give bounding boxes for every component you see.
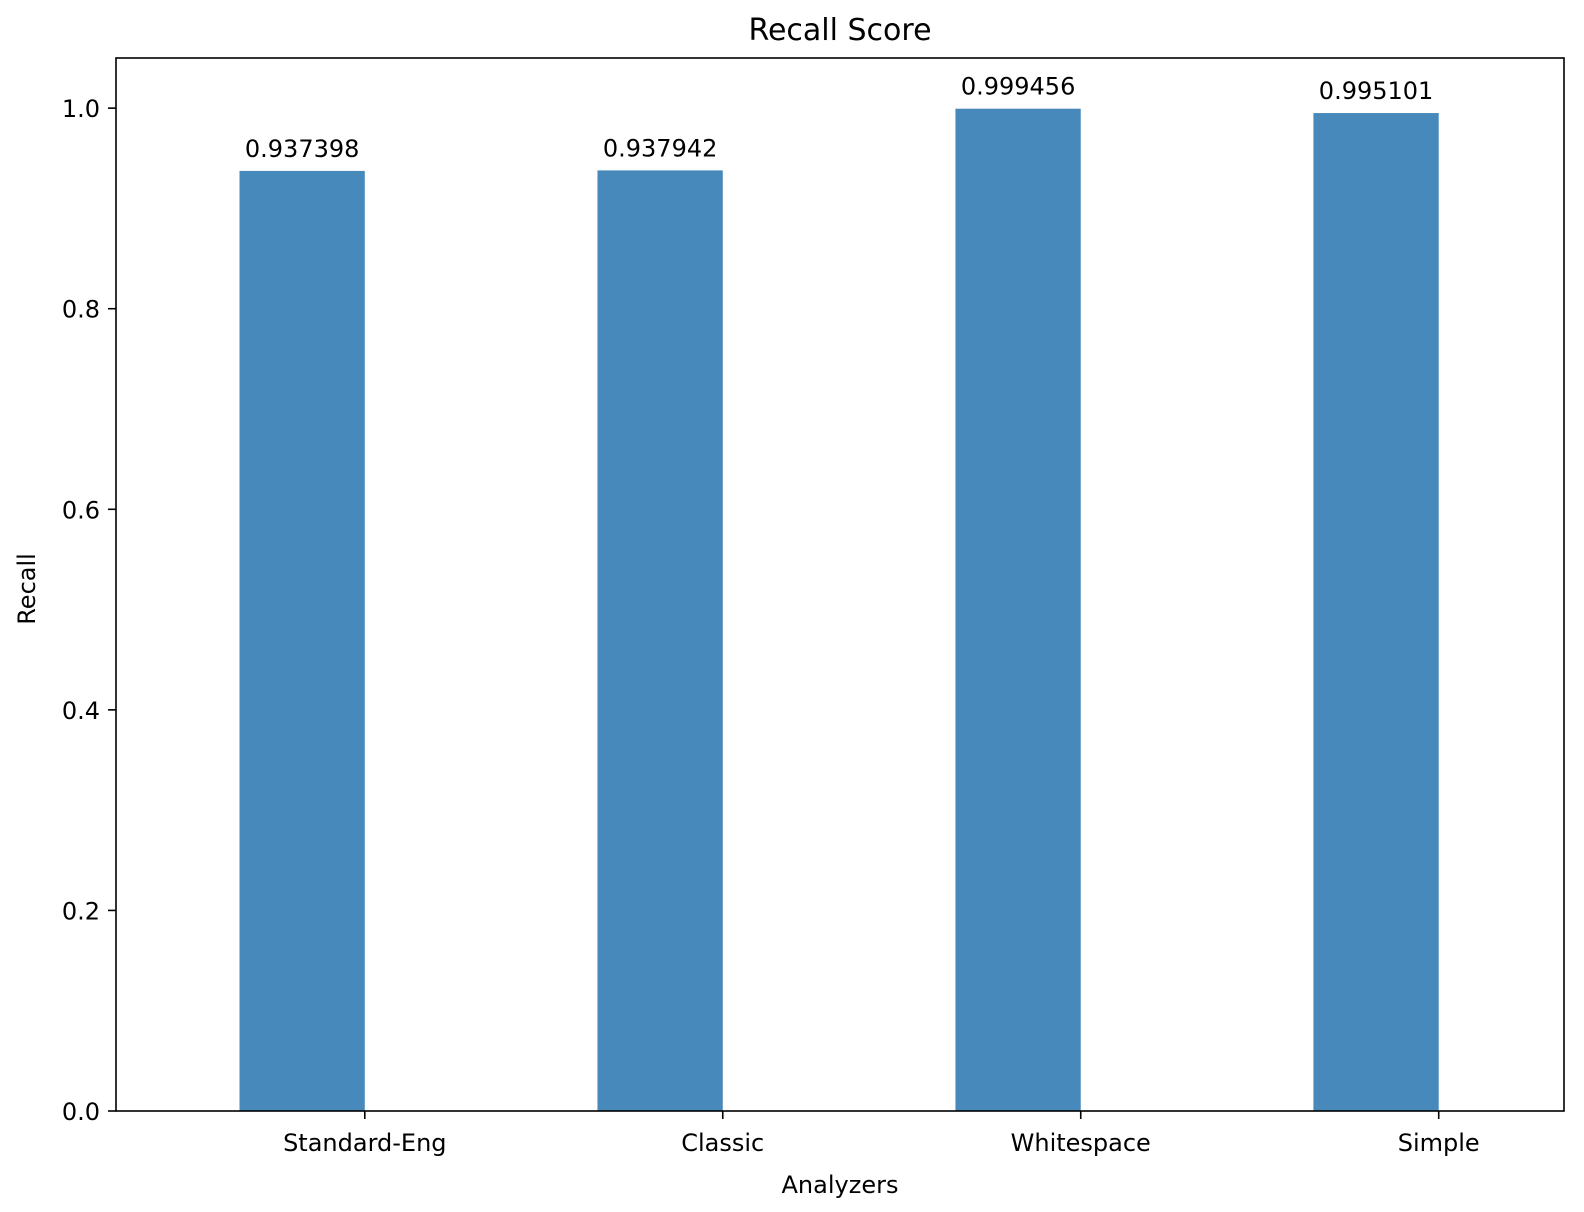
bar-simple <box>1313 113 1439 1112</box>
bar-value-label: 0.937398 <box>245 135 360 163</box>
y-tick-label: 0.8 <box>62 296 100 324</box>
bar-whitespace <box>955 108 1081 1111</box>
plot-frame <box>115 57 1565 1112</box>
bar-value-label: 0.937942 <box>603 134 718 162</box>
x-axis: Standard-Eng Classic Whitespace Simple <box>283 1111 1480 1157</box>
bar-value-label: 0.999456 <box>961 73 1076 101</box>
chart-title: Recall Score <box>748 13 931 48</box>
bars-group <box>239 108 1439 1112</box>
y-tick-label: 0.6 <box>62 496 100 524</box>
bar-value-label: 0.995101 <box>1319 77 1434 105</box>
bar-classic <box>597 170 723 1111</box>
x-tick-label: Classic <box>681 1129 764 1157</box>
x-axis-label: Analyzers <box>782 1171 899 1199</box>
y-tick-label: 0.4 <box>62 697 100 725</box>
value-labels-group: 0.937398 0.937942 0.999456 0.995101 <box>245 73 1433 163</box>
y-tick-label: 0.0 <box>62 1098 100 1126</box>
x-tick-label: Simple <box>1398 1129 1480 1157</box>
x-tick-label: Standard-Eng <box>283 1129 446 1157</box>
x-tick-label: Whitespace <box>1011 1129 1151 1157</box>
y-tick-label: 0.2 <box>62 897 100 925</box>
bar-standard-eng <box>239 170 365 1112</box>
y-tick-label: 1.0 <box>62 95 100 123</box>
y-axis-label: Recall <box>13 553 41 625</box>
y-axis: 0.0 0.2 0.4 0.6 0.8 1.0 <box>62 95 116 1126</box>
